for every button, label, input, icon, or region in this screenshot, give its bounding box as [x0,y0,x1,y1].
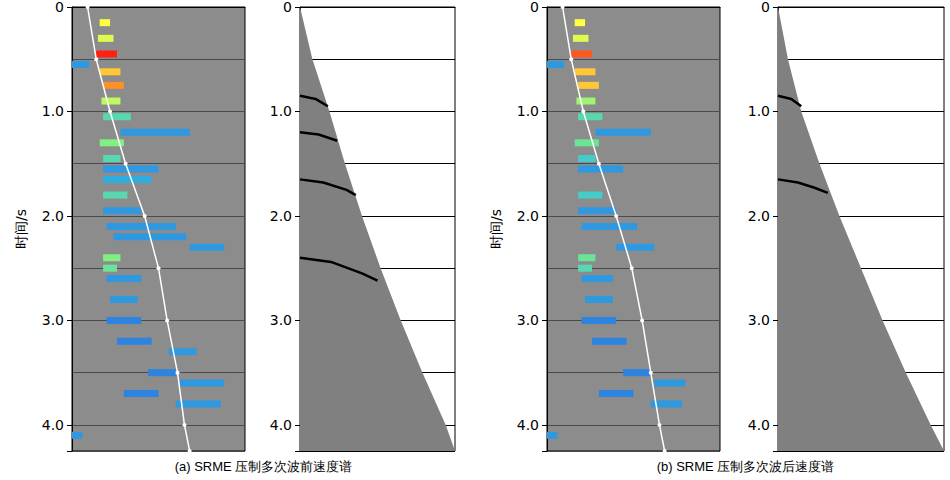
svg-text:1.0: 1.0 [748,103,770,119]
svg-text:4.0: 4.0 [517,417,539,433]
svg-text:1.0: 1.0 [42,103,64,119]
svg-text:0: 0 [761,0,770,15]
svg-text:3.0: 3.0 [748,312,770,328]
svg-text:2.0: 2.0 [42,208,64,224]
svg-text:3.0: 3.0 [270,312,292,328]
svg-text:4.0: 4.0 [42,417,64,433]
svg-text:时间/s: 时间/s [488,209,504,249]
svg-text:4.0: 4.0 [270,417,292,433]
svg-text:0: 0 [530,0,539,15]
svg-text:(a) SRME 压制多次波前速度谱: (a) SRME 压制多次波前速度谱 [175,459,353,474]
svg-text:0: 0 [55,0,64,15]
svg-text:1.0: 1.0 [270,103,292,119]
svg-text:2.0: 2.0 [270,208,292,224]
svg-text:2.0: 2.0 [517,208,539,224]
svg-text:时间/s: 时间/s [13,209,29,249]
svg-text:2.0: 2.0 [748,208,770,224]
svg-text:1.0: 1.0 [517,103,539,119]
svg-text:0: 0 [283,0,292,15]
svg-text:(b) SRME 压制多次波后速度谱: (b) SRME 压制多次波后速度谱 [657,459,835,474]
svg-text:3.0: 3.0 [517,312,539,328]
svg-text:4.0: 4.0 [748,417,770,433]
svg-text:3.0: 3.0 [42,312,64,328]
